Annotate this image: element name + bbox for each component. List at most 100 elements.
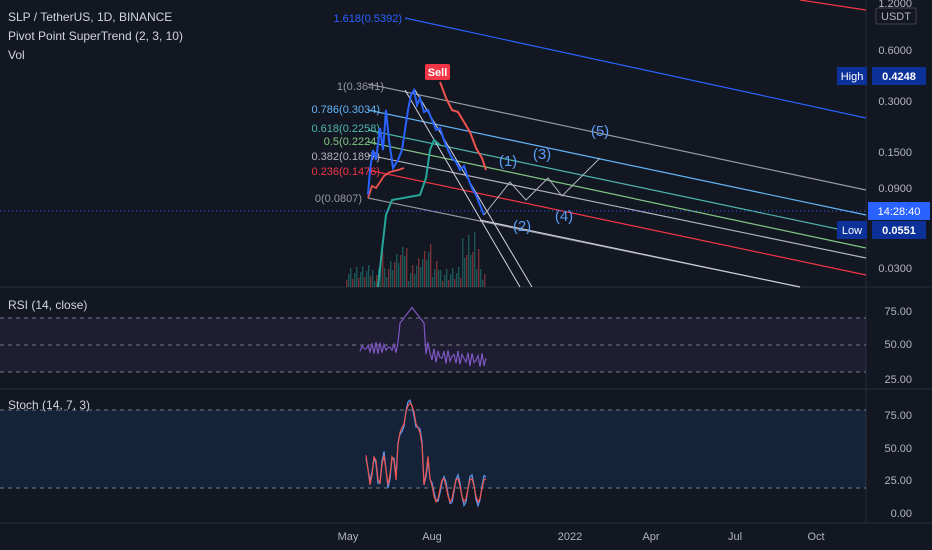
volume-bar — [374, 281, 376, 287]
rsi-line — [359, 306, 487, 367]
volume-bar — [442, 281, 444, 287]
high-badge-label: High — [841, 71, 864, 83]
volume-bar — [476, 269, 478, 287]
stoch-tick-label: 75.00 — [884, 410, 912, 422]
volume-bar — [468, 235, 470, 287]
stoch-tick-label: 0.00 — [891, 508, 912, 520]
volume-bar — [390, 261, 392, 287]
volume-bar — [464, 258, 466, 287]
volume-bar — [416, 266, 418, 287]
high-badge — [837, 67, 867, 85]
trend-line — [479, 219, 801, 288]
volume-bar — [366, 271, 368, 287]
volume-bar — [392, 270, 394, 287]
time-tick-label: Jul — [728, 531, 742, 543]
volume-bar — [444, 275, 446, 287]
fib-label: 0.382(0.1897) — [312, 151, 381, 163]
stoch-k-line — [365, 401, 487, 504]
volume-bar — [484, 274, 486, 287]
volume-bar — [432, 277, 434, 287]
price-tick-label: 0.0900 — [878, 183, 912, 195]
volume-bar — [372, 270, 374, 287]
sell-tag — [425, 64, 450, 80]
volume-bar — [472, 252, 474, 287]
stoch-tick-label: 25.00 — [884, 475, 912, 487]
countdown-badge — [868, 202, 930, 220]
wave-projection — [483, 157, 601, 216]
fib-level-line — [367, 83, 867, 191]
low-badge — [837, 221, 867, 239]
time-tick-label: Apr — [642, 531, 659, 543]
volume-bar — [474, 232, 476, 287]
volume-bar — [354, 273, 356, 287]
wave-label: (1) — [499, 153, 517, 170]
volume-legend[interactable]: Vol — [8, 48, 25, 62]
volume-bar — [380, 260, 382, 287]
fib-label: 0.236(0.1476) — [312, 166, 381, 178]
symbol-legend[interactable]: SLP / TetherUS, 1D, BINANCE — [8, 10, 173, 24]
volume-bar — [454, 279, 456, 287]
countdown-label: 14:28:40 — [878, 206, 921, 218]
volume-bar — [350, 268, 352, 287]
fib-label: 0.5(0.2224) — [324, 136, 380, 148]
fib-label: 1(0.3641) — [337, 81, 384, 93]
high-value: 0.4248 — [882, 71, 916, 83]
rsi-legend[interactable]: RSI (14, close) — [8, 298, 88, 312]
wave-label: (3) — [533, 146, 551, 163]
rsi-tick-label: 25.00 — [884, 374, 912, 386]
volume-bar — [396, 254, 398, 287]
sell-tag-label: Sell — [428, 67, 448, 79]
supertrend-line — [367, 167, 405, 199]
volume-bar — [384, 268, 386, 287]
volume-bar — [352, 279, 354, 287]
volume-bar — [470, 255, 472, 287]
price-tick-label: 0.0300 — [878, 263, 912, 275]
volume-bar — [356, 267, 358, 287]
fib-label: 0(0.0807) — [315, 193, 362, 205]
rsi-tick-label: 75.00 — [884, 306, 912, 318]
fib-level-line — [367, 109, 867, 216]
volume-bar — [480, 269, 482, 287]
wave-label: (5) — [591, 123, 609, 140]
wave-label: (2) — [513, 218, 531, 235]
high-value-badge — [872, 67, 926, 85]
time-tick-label: 2022 — [558, 531, 582, 543]
volume-bar — [452, 268, 454, 287]
volume-bar — [450, 274, 452, 287]
supertrend-up-line — [377, 138, 441, 288]
fib-level-line — [404, 17, 867, 119]
fib-level-line — [367, 154, 867, 259]
trend-line — [414, 89, 533, 288]
volume-bar — [410, 273, 412, 287]
fib-label: 0.786(0.3034) — [312, 104, 381, 116]
fib-level-line — [367, 129, 867, 236]
volume-bar — [422, 259, 424, 287]
volume-bar — [424, 251, 426, 287]
currency-box — [875, 7, 917, 25]
indicator-legend[interactable]: Pivot Point SuperTrend (2, 3, 10) — [8, 29, 183, 43]
volume-bar — [460, 278, 462, 287]
volume-bar — [478, 249, 480, 287]
fib-level-line — [799, 0, 867, 11]
volume-bar — [386, 277, 388, 287]
wave-label: (4) — [555, 208, 573, 225]
supertrend-down-line — [439, 81, 487, 171]
volume-bar — [436, 261, 438, 287]
volume-bar — [402, 247, 404, 287]
volume-bar — [394, 262, 396, 287]
volume-bar — [404, 256, 406, 287]
volume-bar — [414, 274, 416, 287]
price-tick-label: 1.2000 — [878, 0, 912, 10]
volume-bar — [406, 248, 408, 287]
time-tick-label: Oct — [807, 531, 824, 543]
price-tick-label: 0.6000 — [878, 45, 912, 57]
volume-bar — [426, 260, 428, 287]
volume-bar — [370, 276, 372, 287]
volume-bar — [348, 274, 350, 287]
price-tick-label: 0.1500 — [878, 147, 912, 159]
stoch-legend[interactable]: Stoch (14, 7, 3) — [8, 398, 91, 412]
volume-bar — [448, 280, 450, 287]
low-value-badge — [872, 221, 926, 239]
volume-bar — [412, 265, 414, 287]
